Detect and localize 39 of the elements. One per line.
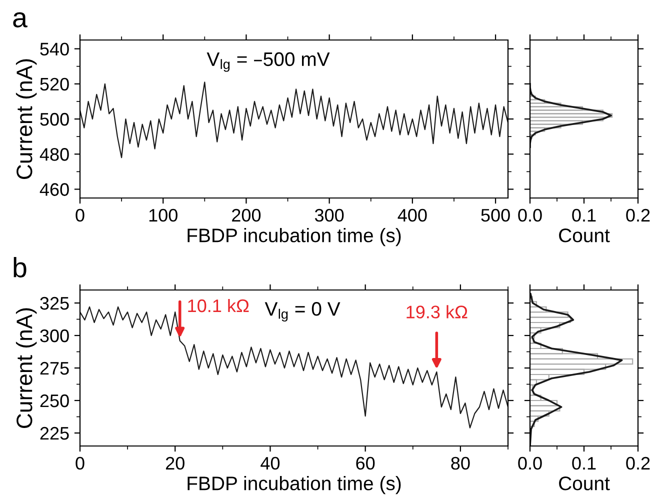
- y-tick-label: 225: [40, 426, 69, 440]
- x-tick-label: 100: [149, 208, 178, 222]
- y-tick-label: 325: [40, 296, 69, 310]
- y-tick-label: 275: [40, 362, 69, 375]
- y-tick-label: 300: [40, 329, 69, 342]
- y-tick-label: 480: [40, 148, 69, 161]
- x-axis-title: FBDP incubation time (s): [188, 476, 401, 494]
- annotation: 10.1 kΩ: [188, 298, 249, 312]
- x-tick-label: 0.2: [626, 208, 650, 222]
- y-axis-title: Current (nA): [16, 59, 37, 179]
- y-tick-label: 500: [40, 112, 69, 126]
- x-tick-label: 20: [166, 456, 184, 470]
- text: b: [14, 257, 26, 278]
- x-tick-label: 0: [76, 208, 84, 222]
- y-tick-label: 460: [40, 183, 69, 196]
- x-tick-label: 0: [76, 456, 84, 470]
- annotation: V$_{lg}$ = –500 mV: [206, 52, 330, 72]
- x-tick-label: 0.1: [572, 456, 596, 470]
- x-tick-label: 200: [232, 208, 261, 222]
- y-axis-title: Current (nA): [16, 308, 37, 428]
- x-axis-title: Count: [559, 228, 610, 242]
- x-tick-label: 300: [314, 208, 344, 222]
- x-tick-label: 0.2: [626, 456, 650, 470]
- annotation: V$_{lg}$ = 0 V: [264, 302, 340, 322]
- x-tick-label: 0.0: [518, 208, 542, 222]
- x-axis-title: FBDP incubation time (s): [188, 228, 401, 246]
- y-tick-label: 250: [40, 394, 69, 408]
- y-tick-label: 540: [40, 42, 69, 56]
- x-tick-label: 400: [398, 208, 427, 222]
- x-tick-label: 0.0: [518, 456, 542, 470]
- x-tick-label: 80: [451, 456, 470, 470]
- annotation: 19.3 kΩ: [406, 305, 468, 318]
- x-axis-title: Count: [559, 476, 610, 490]
- x-tick-label: 60: [356, 456, 375, 470]
- y-tick-label: 520: [40, 78, 69, 91]
- x-tick-label: 40: [260, 456, 280, 470]
- x-tick-label: 0.1: [572, 208, 596, 222]
- text: a: [13, 12, 28, 28]
- x-tick-label: 500: [481, 208, 510, 222]
